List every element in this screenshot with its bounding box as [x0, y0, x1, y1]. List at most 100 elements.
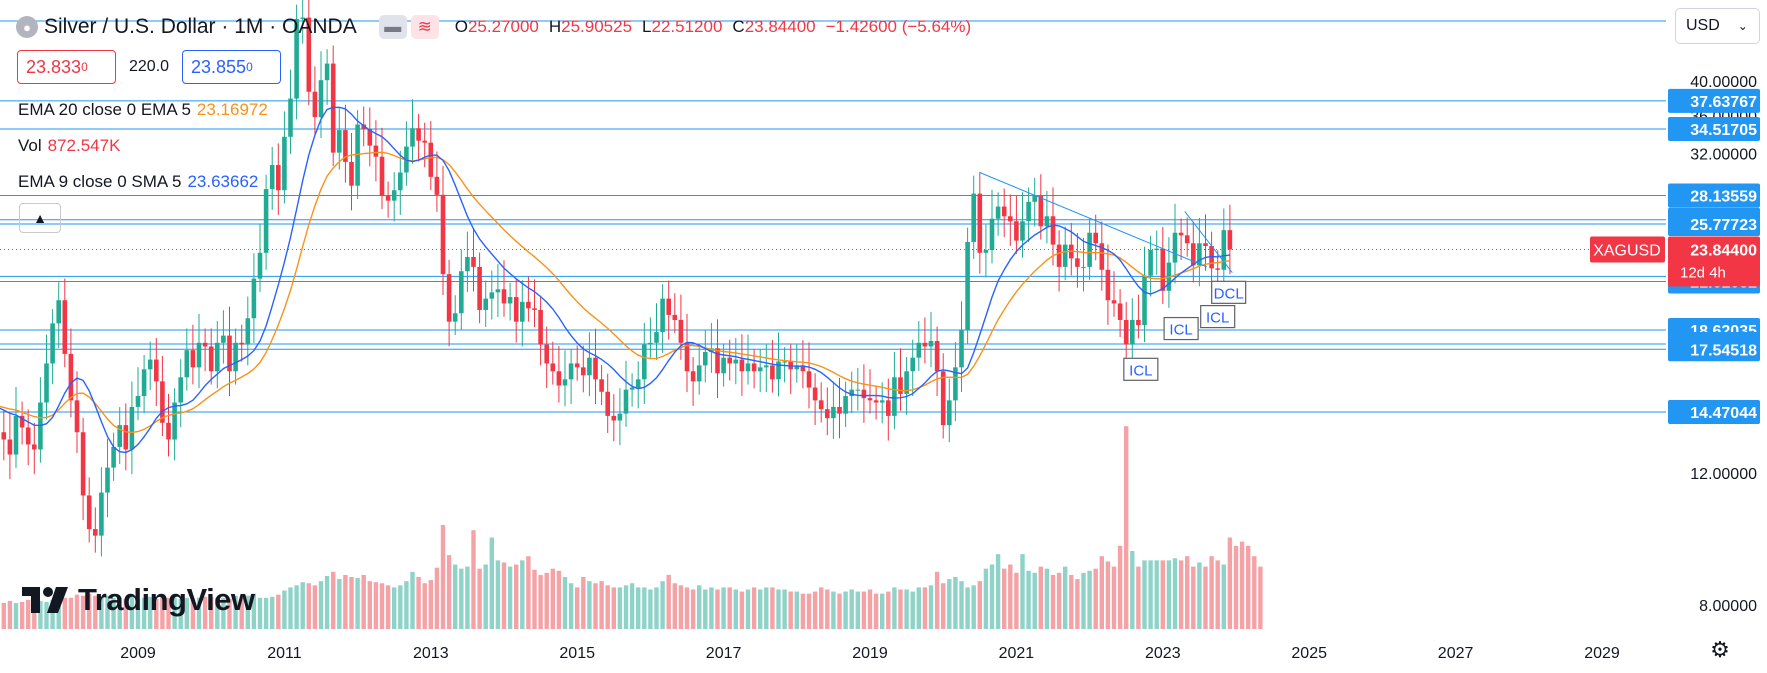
volume-bar: [1093, 568, 1098, 629]
candle-body: [398, 172, 403, 191]
volume-bar: [148, 596, 153, 629]
candle-body: [1081, 266, 1086, 268]
volume-bar: [93, 595, 98, 629]
gear-icon[interactable]: ⚙: [1710, 637, 1730, 662]
volume-bar: [221, 597, 226, 629]
candle-body: [696, 365, 702, 382]
minimize-pill-icon[interactable]: ▬: [378, 15, 407, 39]
cycle-label-box: [1163, 316, 1199, 341]
volume-bar: [1166, 560, 1172, 629]
countdown-label: 12d 4h: [1680, 264, 1726, 281]
legend-ema-9-label: EMA 9 close 0 SMA 5: [18, 172, 182, 191]
candle-body: [312, 91, 318, 118]
volume-bar: [526, 556, 531, 629]
volume-bar: [922, 587, 928, 629]
candle-body: [1160, 248, 1166, 291]
candle-body: [806, 371, 812, 388]
candle-body: [294, 18, 299, 99]
candle-body: [684, 342, 690, 372]
ohlc-change: −1.42600 (−5.64%): [825, 17, 972, 36]
volume-bar: [776, 589, 781, 629]
candle-body: [25, 427, 31, 445]
volume-bar: [38, 600, 43, 629]
legend-ema-9[interactable]: EMA 9 close 0 SMA 5 23.63662: [18, 172, 258, 192]
volume-bar: [648, 589, 653, 629]
volume-bar: [1215, 560, 1220, 629]
candle-body: [1142, 275, 1147, 326]
level-price-label: 34.51705: [1690, 122, 1757, 139]
volume-bar: [227, 598, 232, 629]
candle-body: [934, 340, 940, 372]
candle-body: [995, 206, 1001, 219]
candle-body: [672, 314, 678, 320]
candle-body: [117, 425, 122, 447]
wave-pill-icon[interactable]: ≋: [410, 15, 439, 39]
buy-price-button[interactable]: 23.855 0: [182, 50, 281, 84]
volume-bar: [782, 589, 787, 629]
candle-body: [971, 193, 976, 242]
volume-bar: [331, 571, 336, 629]
volume-bar: [977, 581, 982, 629]
candle-body: [361, 124, 366, 130]
candle-body: [263, 189, 269, 253]
volume-bar: [959, 581, 964, 629]
legend-collapse-button[interactable]: ▲: [19, 203, 61, 233]
candle-body: [141, 369, 147, 397]
volume-bar: [568, 583, 574, 629]
candle-body: [690, 371, 696, 382]
volume-bar: [1124, 426, 1129, 629]
volume-bar: [50, 599, 55, 629]
legend-ema-20[interactable]: EMA 20 close 0 EMA 5 23.16972: [18, 100, 268, 120]
volume-bar: [788, 591, 793, 629]
legend-volume[interactable]: Vol 872.547K: [18, 136, 120, 156]
volume-bar: [538, 574, 543, 629]
candle-body: [13, 415, 19, 455]
candle-body: [953, 367, 958, 401]
symbol-title[interactable]: Silver / U.S. Dollar · 1M · OANDA: [44, 15, 357, 38]
cycle-label: ICL: [1129, 362, 1152, 379]
volume-bar: [1197, 562, 1202, 629]
volume-bar: [886, 591, 891, 629]
candle-body: [538, 309, 543, 345]
volume-bar: [764, 587, 769, 629]
candle-body: [190, 350, 196, 368]
candle-body: [1056, 244, 1062, 267]
candle-body: [440, 194, 446, 275]
level-price-label: 17.54518: [1690, 342, 1757, 359]
candle-body: [1026, 201, 1031, 222]
volume-bar: [916, 587, 921, 629]
candle-body: [532, 308, 537, 310]
candle-body: [1148, 250, 1153, 276]
volume-bar: [672, 583, 677, 629]
candle-body: [1197, 243, 1202, 266]
candle-body: [1099, 243, 1105, 270]
candle-body: [239, 342, 244, 345]
volume-bar: [117, 597, 122, 629]
candle-body: [318, 80, 324, 118]
volume-bar: [581, 577, 586, 629]
volume-bar: [282, 590, 287, 629]
candle-body: [489, 292, 495, 299]
candle-body: [666, 298, 671, 315]
volume-bar: [355, 578, 360, 629]
ohlc-values: O25.27000 H25.90525 L22.51200 C23.84400 …: [455, 17, 971, 37]
candle-body: [544, 344, 549, 364]
candle-body: [556, 371, 562, 386]
volume-bar: [123, 598, 128, 629]
candle-body: [196, 342, 202, 368]
volume-bar: [751, 587, 757, 629]
candle-body: [818, 400, 824, 410]
volume-bar: [1044, 568, 1050, 629]
candle-body: [86, 495, 92, 530]
time-axis-tick: 2017: [706, 645, 742, 662]
candle-body: [32, 444, 37, 450]
currency-select[interactable]: USD ⌄: [1675, 8, 1760, 44]
candle-body: [56, 300, 61, 324]
sell-price-button[interactable]: 23.833 0: [17, 50, 116, 84]
volume-bar: [1056, 572, 1062, 629]
volume-bar: [697, 585, 702, 629]
legend-ema-9-value: 23.63662: [187, 172, 259, 191]
volume-bar: [1038, 566, 1043, 629]
cycle-label-box: [1211, 280, 1247, 304]
